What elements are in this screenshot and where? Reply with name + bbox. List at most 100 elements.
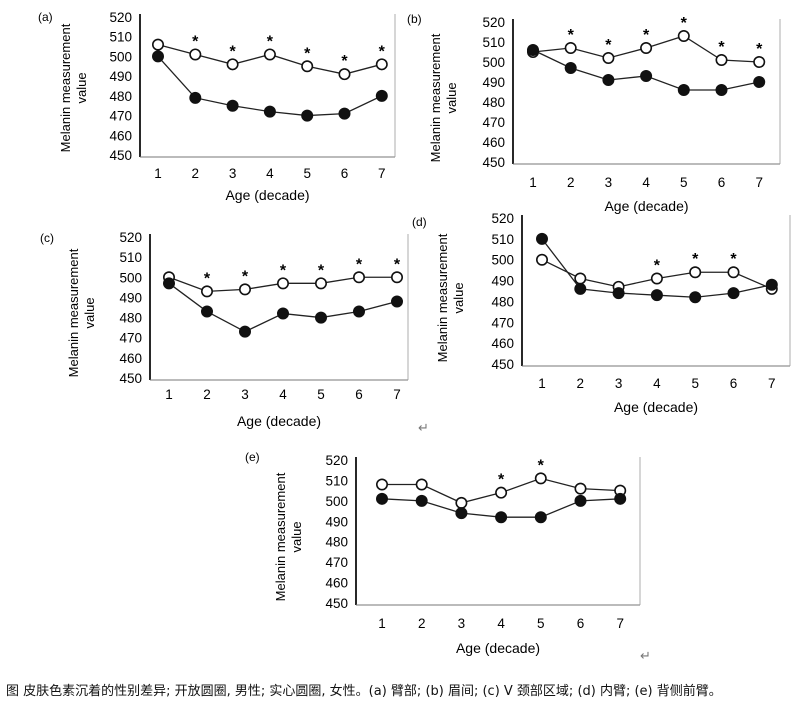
x-tick-label: 2 — [418, 616, 426, 631]
y-axis-title-line1: Melanin measurement — [273, 472, 288, 601]
y-tick-label: 510 — [119, 250, 142, 265]
x-tick-label: 3 — [615, 376, 623, 391]
x-tick-label: 3 — [458, 616, 466, 631]
y-tick-label: 450 — [482, 155, 505, 170]
significance-marker: * — [756, 41, 763, 58]
data-point-male — [239, 283, 252, 296]
data-point-female — [495, 511, 508, 524]
y-axis-title-line1: Melanin measurement — [435, 233, 450, 362]
data-point-male — [650, 272, 663, 285]
significance-marker: * — [267, 33, 274, 50]
data-point-male — [152, 38, 165, 51]
y-tick-label: 500 — [491, 253, 514, 268]
y-tick-label: 490 — [482, 75, 505, 90]
x-tick-label: 3 — [241, 387, 249, 402]
chart-panel-a: (a) 450 460 470 480 490 500 510 520 1 2 3 4 5 6 7 Age (d… — [38, 10, 396, 203]
data-point-male — [715, 53, 728, 66]
data-point-male — [727, 266, 740, 279]
x-tick-label: 1 — [529, 175, 537, 190]
significance-marker: * — [605, 37, 612, 54]
y-axis-title-line2: value — [451, 282, 466, 313]
y-tick-label: 450 — [119, 371, 142, 386]
significance-marker: * — [692, 251, 699, 268]
x-tick-label: 2 — [567, 175, 575, 190]
significance-marker: * — [242, 268, 249, 285]
significance-marker: * — [730, 251, 737, 268]
x-tick-label: 3 — [229, 166, 237, 181]
y-axis-title-line2: value — [82, 297, 97, 328]
panel-label: (b) — [407, 12, 422, 26]
significance-marker: * — [394, 256, 401, 273]
y-tick-label: 480 — [325, 535, 348, 550]
y-tick-label: 480 — [119, 311, 142, 326]
x-tick-label: 1 — [378, 616, 386, 631]
y-tick-label: 480 — [109, 89, 132, 104]
significance-marker: * — [304, 45, 311, 62]
data-point-female — [455, 507, 468, 520]
y-axis-title-line2: value — [74, 72, 89, 103]
x-axis-title: Age (decade) — [456, 640, 540, 656]
y-tick-label: 490 — [491, 274, 514, 289]
panel-label: (a) — [38, 10, 53, 24]
x-tick-label: 1 — [154, 166, 162, 181]
return-glyph: ↵ — [418, 421, 429, 436]
y-tick-label: 510 — [482, 35, 505, 50]
chart-panel-e: (e) 450 460 470 480 490 500 510 520 1 2 3 4 5 6 7 Age (d… — [245, 450, 641, 656]
y-tick-label: 490 — [109, 69, 132, 84]
data-point-female — [574, 494, 587, 507]
significance-marker: * — [379, 43, 386, 60]
x-tick-label: 2 — [577, 376, 585, 391]
data-point-female — [614, 492, 627, 505]
x-tick-label: 6 — [577, 616, 585, 631]
y-tick-label: 500 — [325, 494, 348, 509]
x-tick-label: 4 — [653, 376, 661, 391]
x-tick-label: 4 — [642, 175, 650, 190]
y-tick-label: 520 — [119, 230, 142, 245]
x-tick-label: 4 — [497, 616, 505, 631]
data-point-male — [640, 41, 653, 54]
y-tick-label: 490 — [119, 290, 142, 305]
significance-marker: * — [681, 15, 688, 32]
data-point-male — [564, 41, 577, 54]
x-tick-label: 1 — [165, 387, 173, 402]
data-point-male — [390, 271, 403, 284]
data-point-female — [602, 74, 615, 87]
x-tick-label: 6 — [355, 387, 363, 402]
data-point-male — [375, 478, 388, 491]
significance-marker: * — [229, 43, 236, 60]
x-tick-label: 7 — [393, 387, 401, 402]
y-tick-label: 460 — [491, 336, 514, 351]
y-tick-label: 460 — [325, 576, 348, 591]
data-point-female — [715, 84, 728, 97]
y-tick-label: 470 — [325, 555, 348, 570]
data-point-female — [163, 277, 176, 290]
data-point-female — [526, 43, 539, 56]
data-point-female — [375, 492, 388, 505]
data-point-male — [415, 478, 428, 491]
data-point-female — [415, 494, 428, 507]
data-point-female — [689, 291, 702, 304]
panel-label: (c) — [40, 231, 54, 245]
data-point-female — [375, 89, 388, 102]
significance-marker: * — [718, 39, 725, 56]
significance-marker: * — [318, 262, 325, 279]
x-axis-title: Age (decade) — [604, 198, 688, 214]
data-point-female — [263, 105, 276, 118]
panel-label: (d) — [412, 215, 427, 229]
y-tick-label: 520 — [482, 15, 505, 30]
y-axis-title-line1: Melanin measurement — [66, 248, 81, 377]
y-axis-title-line2: value — [444, 82, 459, 113]
data-point-male — [455, 496, 468, 509]
chart-panel-d: (d) 450 460 470 480 490 500 510 520 1 2 3 4 5 6 7 Age (d… — [412, 211, 791, 415]
x-tick-label: 4 — [279, 387, 287, 402]
significance-marker: * — [538, 457, 545, 474]
x-tick-label: 5 — [303, 166, 311, 181]
y-tick-label: 470 — [109, 109, 132, 124]
data-point-male — [226, 58, 239, 71]
data-point-female — [352, 305, 365, 318]
data-point-male — [375, 58, 388, 71]
significance-marker: * — [204, 270, 211, 287]
data-point-female — [640, 70, 653, 83]
x-tick-label: 6 — [730, 376, 738, 391]
